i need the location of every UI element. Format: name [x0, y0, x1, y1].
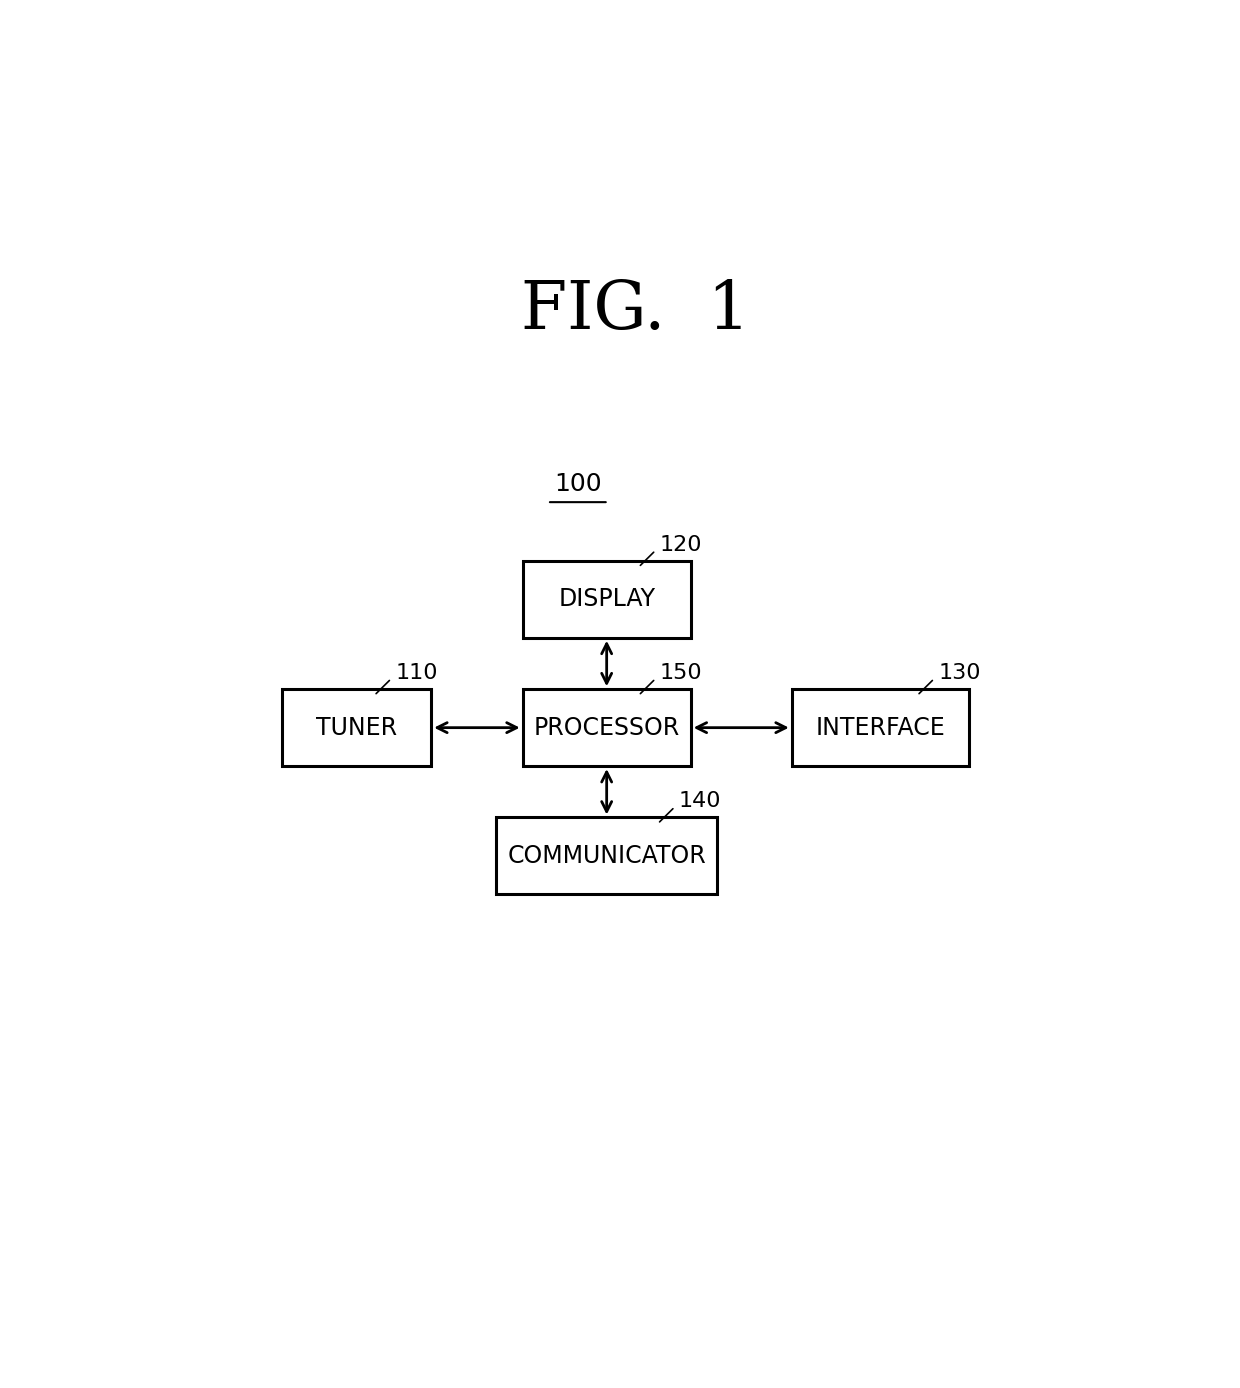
Text: 130: 130: [939, 663, 981, 683]
Bar: [522, 690, 691, 766]
Text: INTERFACE: INTERFACE: [816, 716, 945, 740]
Text: DISPLAY: DISPLAY: [558, 587, 655, 611]
Bar: [496, 818, 717, 894]
Text: PROCESSOR: PROCESSOR: [533, 716, 680, 740]
Bar: [522, 561, 691, 638]
Text: 100: 100: [554, 472, 601, 496]
Text: 140: 140: [678, 791, 722, 811]
Text: FIG.  1: FIG. 1: [521, 278, 750, 343]
Text: 120: 120: [660, 534, 702, 555]
Bar: [791, 690, 970, 766]
Text: 110: 110: [396, 663, 438, 683]
Text: TUNER: TUNER: [316, 716, 397, 740]
Text: 150: 150: [660, 663, 702, 683]
Bar: [283, 690, 432, 766]
Text: COMMUNICATOR: COMMUNICATOR: [507, 844, 706, 868]
